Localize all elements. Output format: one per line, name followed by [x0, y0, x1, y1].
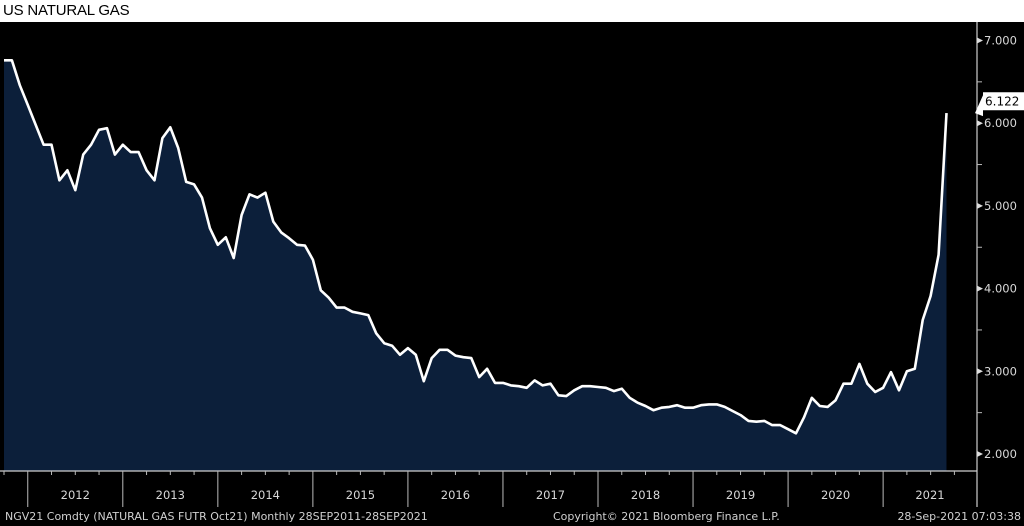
x-tick-label-2015: 2015 [346, 488, 375, 502]
footer-security: NGV21 Comdty (NATURAL GAS FUTR Oct21) Mo… [5, 510, 428, 523]
y-tick-arrow [977, 451, 983, 457]
price-line [4, 59, 948, 435]
x-tick-label-2017: 2017 [536, 488, 565, 502]
y-tick-label-2.000: 2.000 [984, 447, 1017, 461]
y-tick-label-4.000: 4.000 [984, 282, 1017, 296]
y-tick-arrow [977, 120, 983, 127]
y-axis: 2.000 3.000 4.000 5.000 6.000 7.000 [977, 34, 1017, 461]
x-tick-label-2013: 2013 [156, 488, 185, 502]
area-fill [4, 60, 947, 472]
x-tick-label-2020: 2020 [821, 488, 850, 502]
x-tick-label-2016: 2016 [441, 488, 470, 502]
x-tick-label-2014: 2014 [251, 488, 280, 502]
y-tick-arrow [977, 37, 983, 44]
footer-copyright: Copyright© 2021 Bloomberg Finance L.P. [553, 510, 780, 523]
x-axis: 2012 2013 2014 2015 2016 2017 2018 2019 2020 2021 [0, 22, 978, 507]
y-tick-label-6.000: 6.000 [984, 116, 1017, 130]
x-tick-label-2018: 2018 [631, 488, 660, 502]
y-tick-label-3.000: 3.000 [984, 364, 1017, 378]
y-tick-label-7.000: 7.000 [984, 34, 1017, 48]
y-tick-arrow [977, 202, 983, 209]
area-layer [4, 59, 948, 472]
chart: 2012 2013 2014 2015 2016 2017 2018 2019 2020 2021… [0, 22, 1024, 526]
y-tick-arrow [977, 368, 983, 375]
x-tick-label-2019: 2019 [726, 488, 755, 502]
x-tick-label-2021: 2021 [915, 488, 944, 502]
y-tick-label-5.000: 5.000 [984, 199, 1017, 213]
footer-timestamp: 28-Sep-2021 07:03:38 [897, 510, 1021, 523]
last-value-badge: 6.122 [975, 92, 1024, 117]
last-value-badge-shape [975, 92, 1024, 117]
last-value-label: 6.122 [985, 95, 1019, 109]
chart-title: US NATURAL GAS [3, 2, 130, 19]
x-tick-label-2012: 2012 [61, 488, 90, 502]
y-tick-arrow [977, 285, 983, 292]
